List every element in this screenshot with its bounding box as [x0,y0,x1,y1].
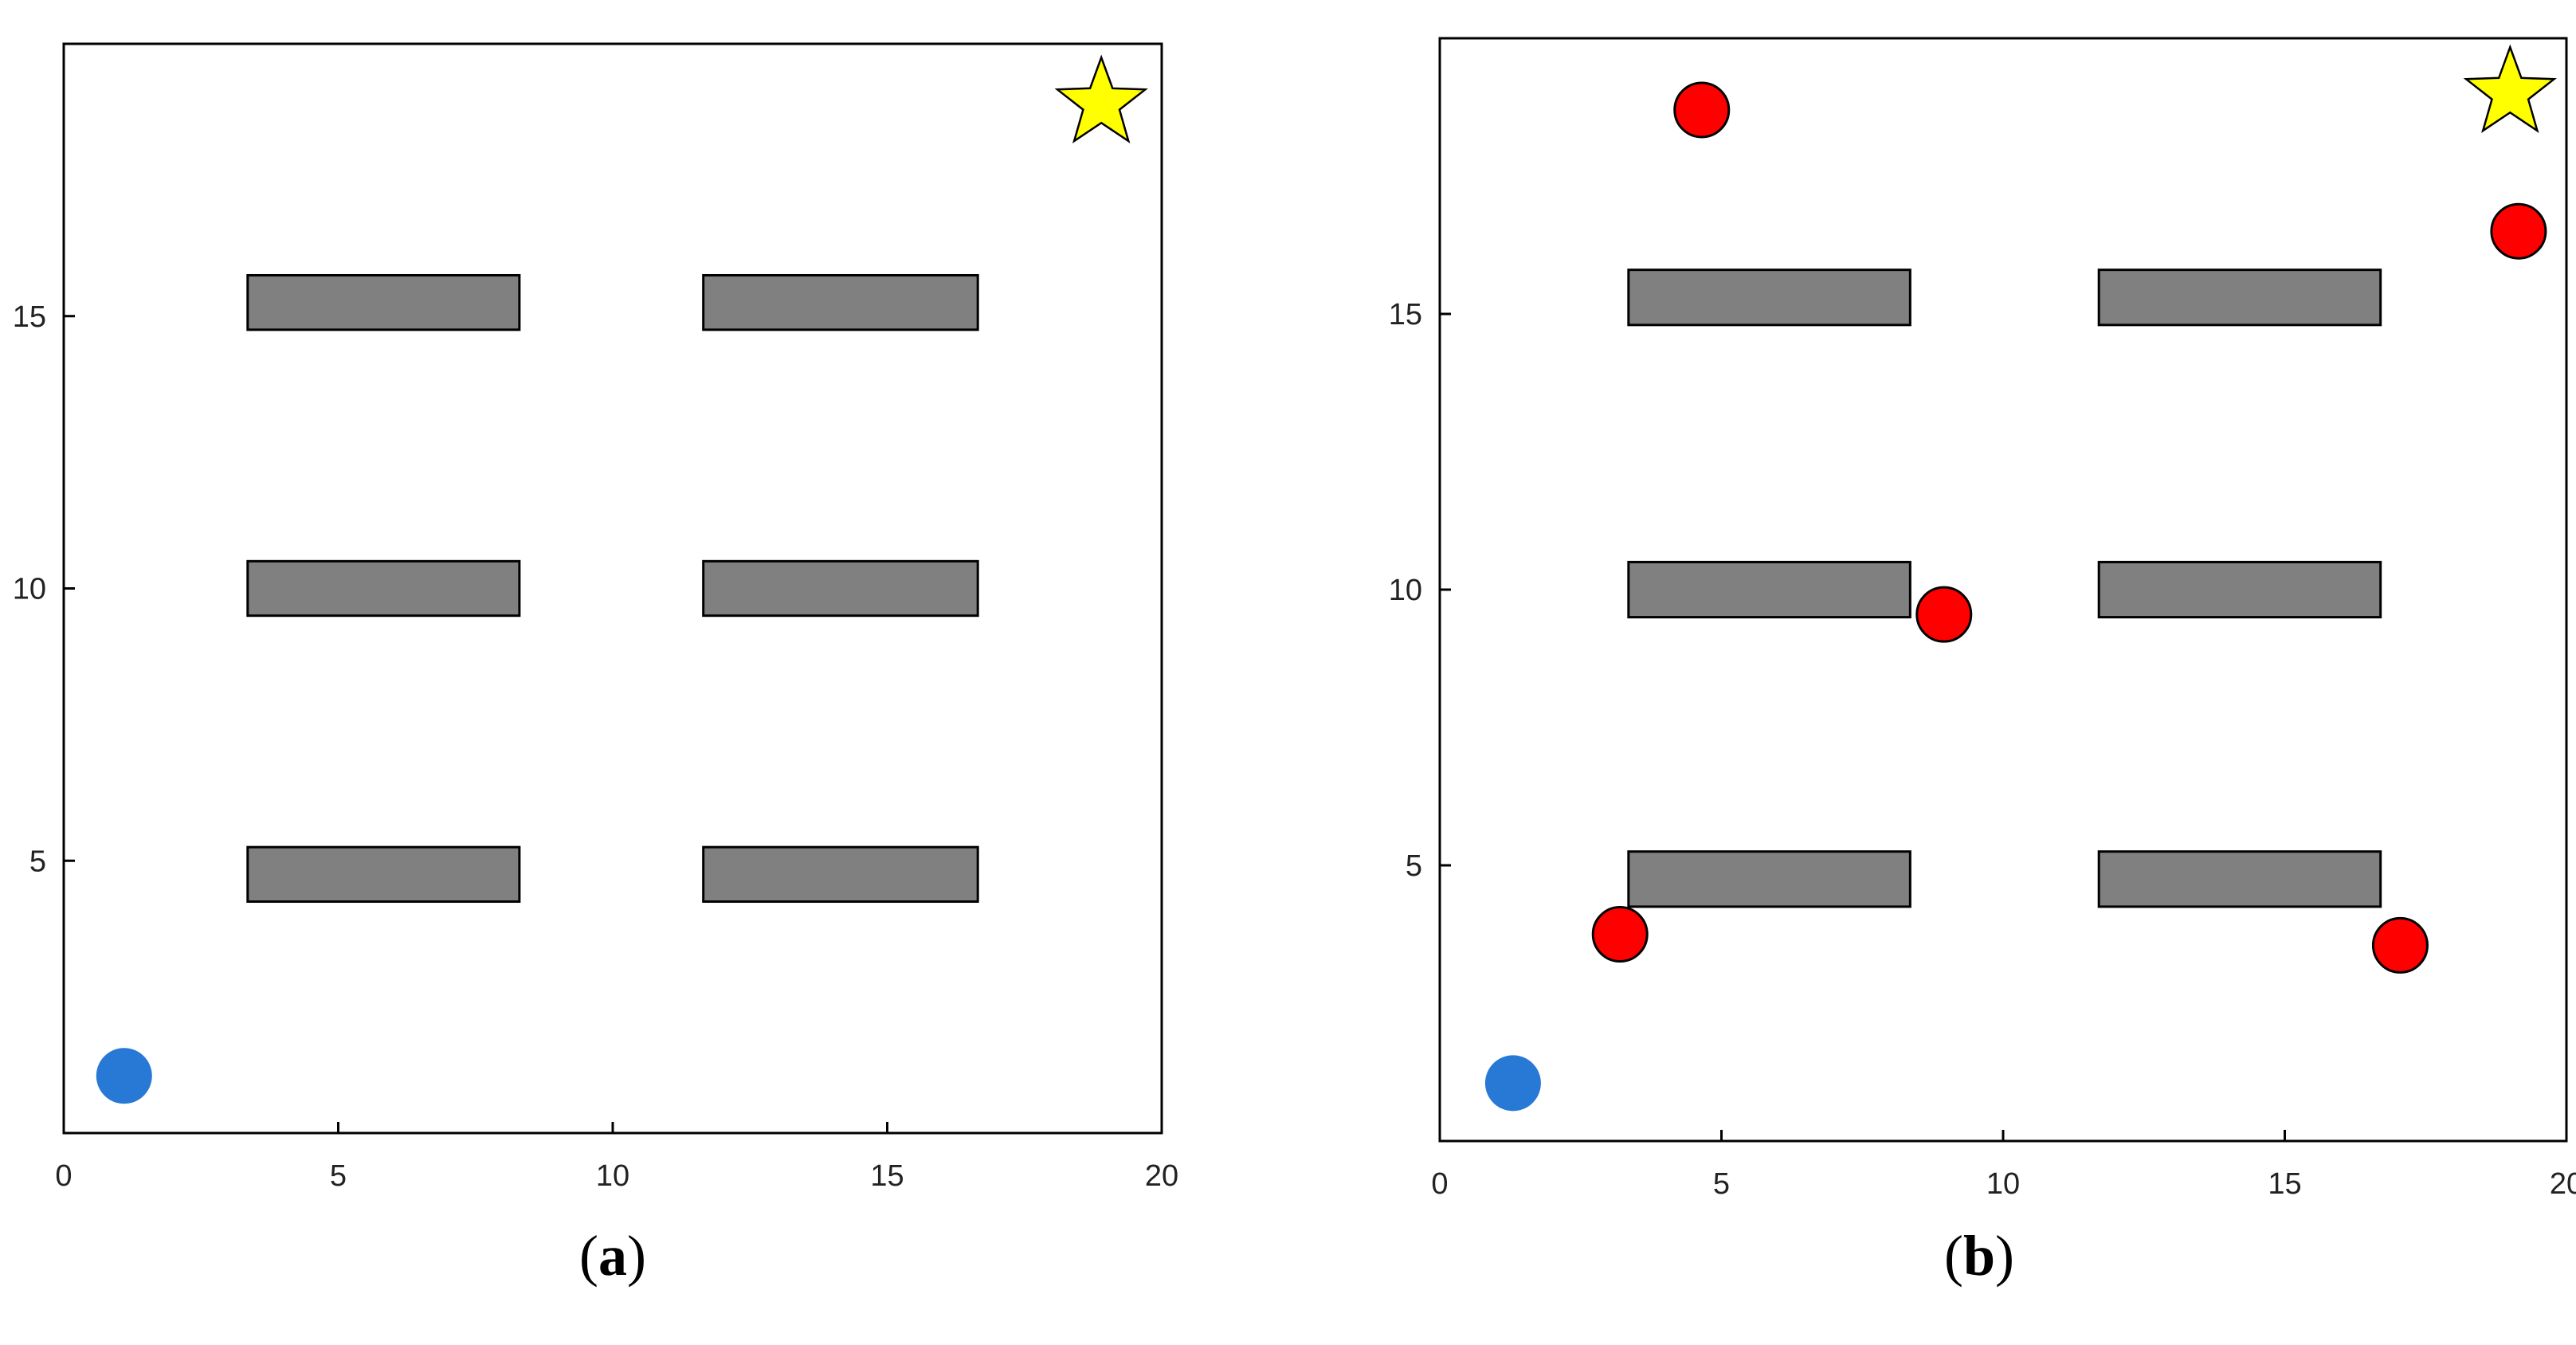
panel-label-open: ( [579,1224,598,1288]
dynamic-obstacle-point [1591,906,1649,963]
x-tick-label: 20 [1145,1159,1178,1193]
panel-label: (a) [579,1224,646,1288]
panel-b: 0 5 10 15 20 5 10 15 (b) [1389,37,2576,1288]
goal-star-icon [1054,54,1148,144]
obstacle-rect [702,273,979,331]
obstacle-rect [1627,850,1911,908]
dynamic-obstacle-point [2490,202,2547,260]
obstacle-rect [246,273,521,331]
start-point [1484,1055,1541,1112]
start-point [96,1048,152,1104]
x-tick-label: 10 [596,1159,629,1193]
y-tick-label: 5 [1406,849,1422,883]
x-tick-label: 15 [2268,1167,2301,1201]
panel-label-close: ) [627,1224,646,1288]
x-tick-label: 10 [1986,1167,2020,1201]
axes-frame [1438,37,2568,1143]
x-tick-label: 5 [330,1159,347,1193]
y-tick-label: 5 [29,845,46,878]
obstacle-rect [2097,850,2382,908]
y-tick-label: 15 [1389,298,1422,331]
dynamic-obstacle-point [1915,586,1973,643]
obstacle-rect [1627,560,1911,619]
panel-label-close: ) [1995,1224,2014,1288]
x-tick-label: 20 [2550,1167,2576,1201]
obstacle-rect [702,559,979,618]
panel-a: 0 5 10 15 20 5 10 15 (a) [13,42,1178,1288]
obstacle-rect [2097,560,2382,619]
x-tick-label: 0 [1431,1167,1448,1201]
obstacle-rect [2097,269,2382,327]
panel-label: (b) [1944,1224,2014,1288]
y-tick-label: 15 [13,300,46,334]
y-tick-label: 10 [13,573,46,606]
y-tick-label: 10 [1389,574,1422,607]
goal-star-icon [2463,44,2557,134]
dynamic-obstacle-point [1673,81,1731,139]
axes-frame [62,42,1163,1135]
panel-label-open: ( [1944,1224,1963,1288]
panel-label-letter: b [1963,1224,1995,1288]
x-tick-label: 0 [55,1159,72,1193]
obstacle-rect [246,559,521,618]
x-tick-label: 15 [870,1159,904,1193]
dynamic-obstacle-point [2371,916,2429,974]
panel-label-letter: a [598,1224,627,1288]
obstacle-rect [246,845,521,904]
obstacle-rect [1627,269,1911,327]
obstacle-rect [702,845,979,904]
x-tick-label: 5 [1713,1167,1730,1201]
